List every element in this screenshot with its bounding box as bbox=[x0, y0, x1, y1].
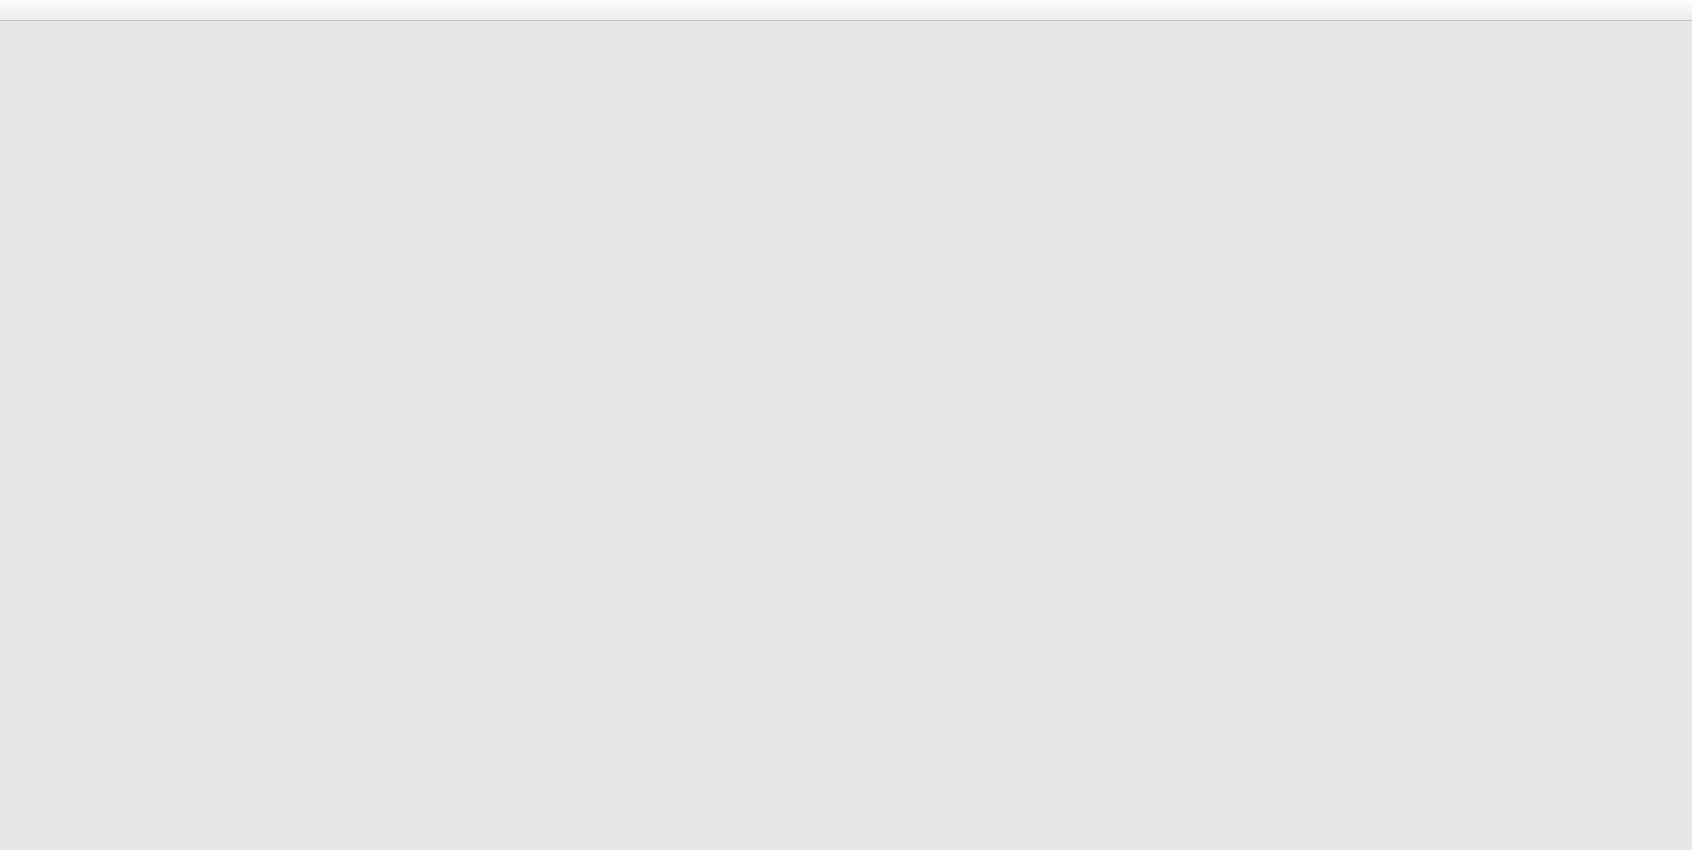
toolbar bbox=[0, 0, 1692, 21]
